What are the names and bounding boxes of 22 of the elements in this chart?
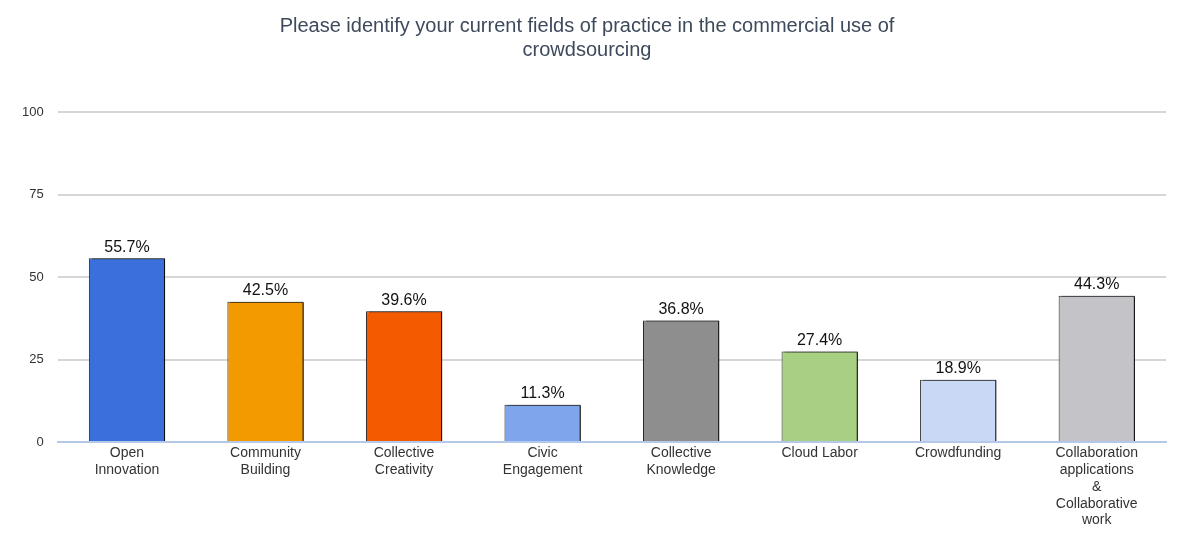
data-label: 39.6% [381, 290, 427, 308]
y-tick-label: 75 [29, 186, 44, 202]
y-tick-label: 50 [29, 268, 44, 284]
x-tick-label: Collective Creativity [373, 444, 435, 478]
data-label: 18.9% [935, 359, 981, 377]
data-label: 42.5% [242, 281, 289, 299]
data-label: 44.3% [1074, 275, 1120, 293]
x-tick-label: Community Building [230, 444, 301, 478]
x-tick-label: Civic Engagement [502, 444, 583, 478]
chart-title: Please identify your current fields of practice in the commercial use of crowdsourcing [279, 13, 895, 60]
x-tick-label: Cloud Labor [781, 444, 859, 461]
data-label: 55.7% [104, 237, 150, 255]
x-tick-label: Crowdfunding [915, 444, 1002, 461]
x-tick-label: Collective Knowledge [646, 444, 716, 478]
data-label: 36.8% [658, 299, 704, 317]
data-label: 11.3% [520, 384, 565, 402]
x-tick-label: Collaboration applications & Collaborative work [1055, 444, 1138, 528]
x-tick-label: Open Innovation [94, 444, 160, 478]
y-tick-label: 25 [29, 351, 44, 367]
y-tick-label: 0 [36, 433, 44, 449]
y-tick-label: 100 [21, 103, 44, 119]
data-label: 27.4% [796, 330, 843, 348]
